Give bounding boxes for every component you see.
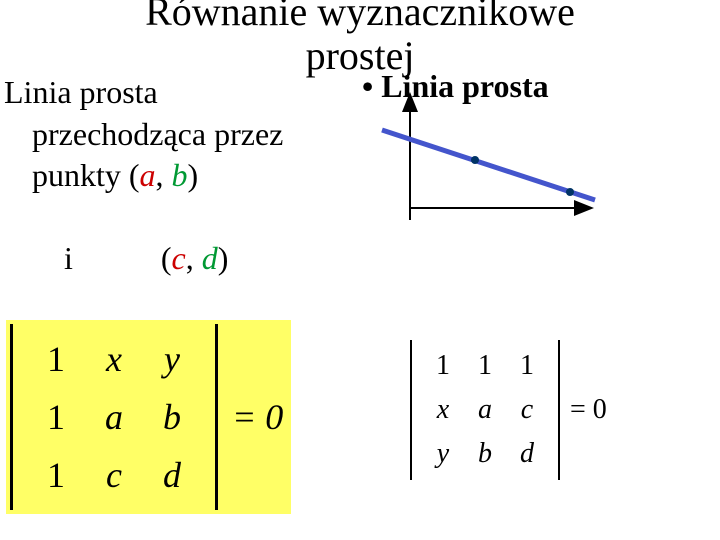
var-b: b: [172, 157, 188, 193]
determinant-equation-1: 1 x y 1 a b 1 c d = 0: [6, 320, 291, 514]
body-line4: i (c, d): [32, 197, 283, 322]
var-c: c: [172, 240, 186, 276]
body-line2: przechodząca przez: [32, 114, 283, 156]
point-1: [471, 156, 479, 164]
det2-table: 1 1 1 x a c y b d: [422, 344, 548, 476]
var-d: d: [202, 240, 218, 276]
det1-table: 1 x y 1 a b 1 c d: [27, 330, 201, 504]
determinant-1: 1 x y 1 a b 1 c d: [10, 324, 218, 510]
slide-title: Równanie wyznacznikowe prostej: [0, 0, 720, 78]
point-2: [566, 188, 574, 196]
line-graph: [370, 88, 600, 238]
title-line1: Równanie wyznacznikowe: [145, 0, 575, 34]
equals-zero-2: = 0: [560, 394, 607, 426]
plot-line: [382, 130, 595, 200]
determinant-2: 1 1 1 x a c y b d: [410, 340, 560, 480]
body-line3: punkty (a, b): [32, 155, 283, 197]
var-a: a: [140, 157, 156, 193]
equals-zero-1: = 0: [218, 396, 283, 438]
determinant-equation-2: 1 1 1 x a c y b d = 0: [410, 340, 607, 480]
body-line1: Linia prosta: [4, 72, 283, 114]
